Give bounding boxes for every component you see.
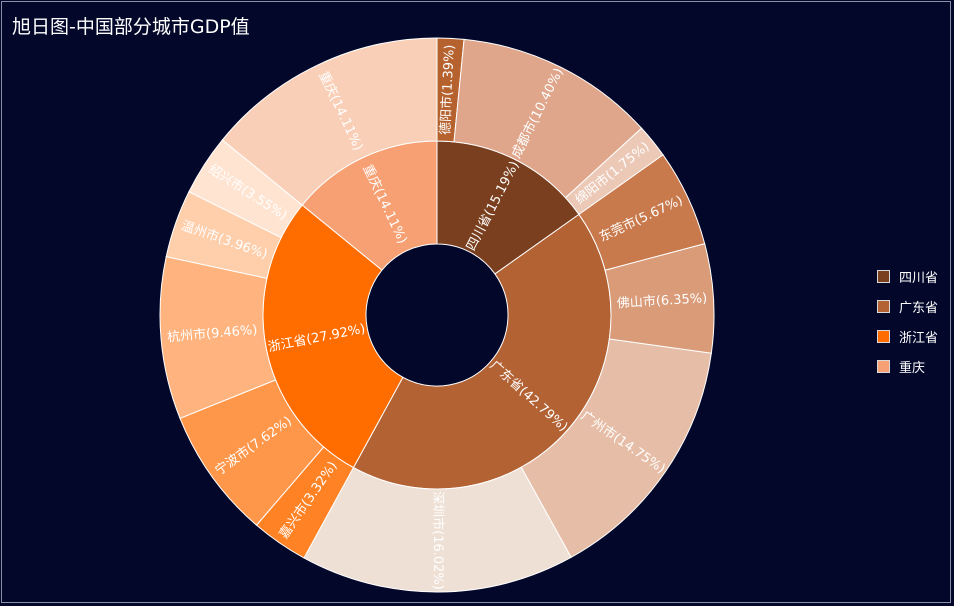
legend-swatch-guangdong <box>877 299 890 313</box>
legend-item-guangdong[interactable]: 广东省 <box>877 291 938 321</box>
city-2-2-label: 杭州市(9.46%) <box>167 322 258 346</box>
legend-label-guangdong: 广东省 <box>899 300 939 316</box>
legend-label-chongqing: 重庆 <box>899 360 926 376</box>
chart-title: 旭日图-中国部分城市GDP值 <box>12 16 250 38</box>
city-0-0-label: 德阳市(1.39%) <box>437 44 457 135</box>
legend-item-sichuan[interactable]: 四川省 <box>877 261 938 291</box>
legend-swatch-chongqing <box>877 359 890 373</box>
legend-label-sichuan: 四川省 <box>899 270 939 286</box>
city-1-3-sector[interactable] <box>303 466 572 593</box>
city-3-0-sector[interactable] <box>221 37 438 206</box>
city-1-3-label: 深圳市(16.02%) <box>430 491 446 590</box>
legend-item-chongqing[interactable]: 重庆 <box>877 351 938 381</box>
legend-swatch-sichuan <box>877 269 890 283</box>
legend-item-zhejiang[interactable]: 浙江省 <box>877 321 938 351</box>
legend: 四川省 广东省 浙江省 重庆 <box>877 261 938 381</box>
legend-swatch-zhejiang <box>877 329 890 343</box>
legend-label-zhejiang: 浙江省 <box>899 330 939 346</box>
city-1-1-label: 佛山市(6.35%) <box>616 290 707 311</box>
